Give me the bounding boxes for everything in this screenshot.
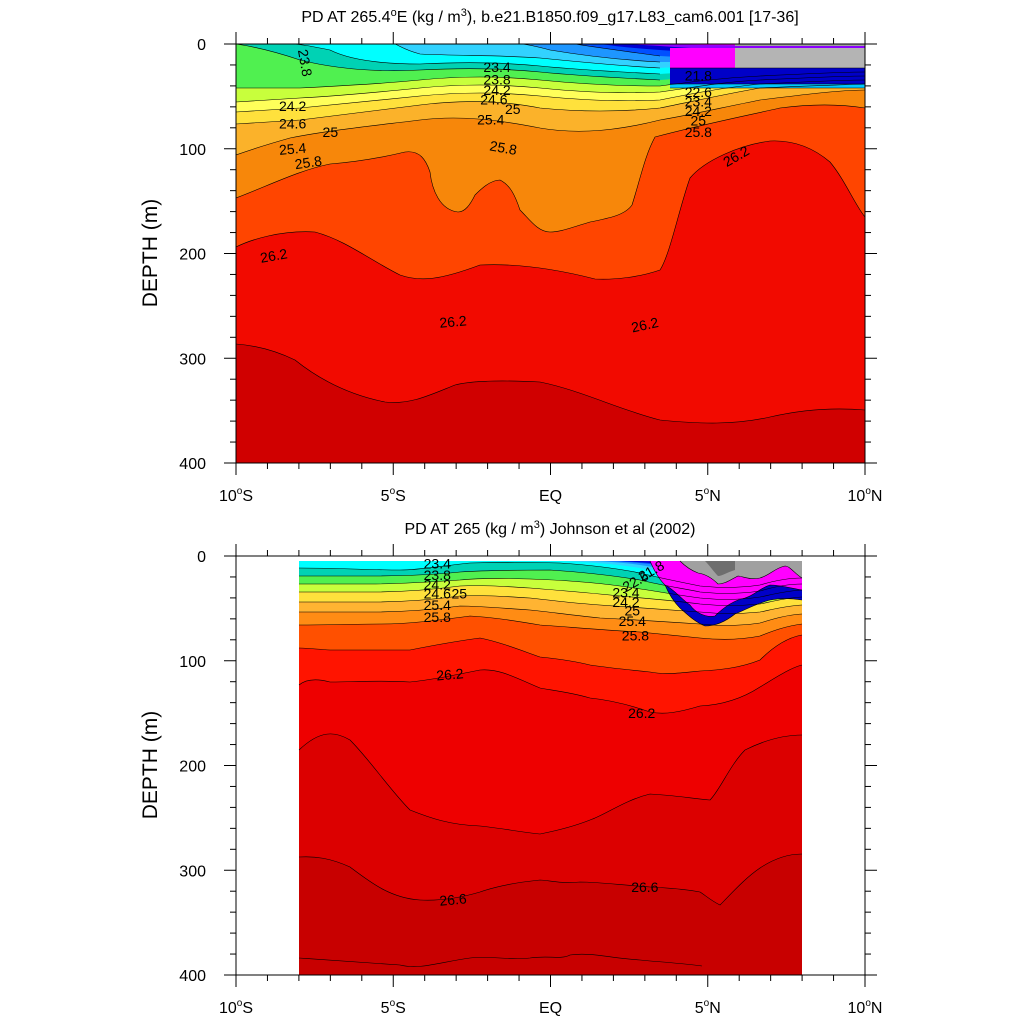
top-contour-lines bbox=[236, 44, 865, 424]
contour-label: 26.2 bbox=[439, 312, 468, 330]
band-blue-north bbox=[670, 68, 865, 84]
contour-label: 24.6 bbox=[424, 586, 451, 602]
top-panel-title: PD AT 265.4oE (kg / m3), b.e21.B1850.f09… bbox=[301, 7, 798, 26]
top-panel: PD AT 265.4oE (kg / m3), b.e21.B1850.f09… bbox=[139, 7, 882, 505]
contour-label: 24.6 bbox=[279, 116, 306, 132]
contour-label: 23.4 bbox=[612, 585, 639, 601]
bottom-contour-fill bbox=[298, 560, 803, 975]
bottom-y-axis-label: DEPTH (m) bbox=[139, 711, 162, 820]
x-tick-label: 5oN bbox=[695, 486, 721, 505]
contour-label: 23.4 bbox=[685, 94, 712, 110]
x-tick-label: 5oN bbox=[695, 998, 721, 1017]
y-tick-label: 0 bbox=[197, 549, 206, 566]
top-x-tick-labels: 10oS 5oS EQ 5oN 10oN bbox=[219, 486, 882, 505]
x-tick-label: 10oS bbox=[219, 998, 253, 1017]
contour-label: 26.6 bbox=[439, 890, 468, 908]
x-tick-label: EQ bbox=[539, 488, 562, 505]
contour-label: 23.8 bbox=[483, 72, 510, 88]
top-y-tick-labels: 0 100 200 300 400 bbox=[179, 37, 206, 473]
band-cyan-north bbox=[670, 84, 865, 88]
contour-label: 25.4 bbox=[619, 613, 646, 629]
contour-label: 24.2 bbox=[483, 82, 510, 98]
x-tick-label: 10oN bbox=[848, 486, 883, 505]
bottom-panel-title: PD AT 265 (kg / m3) Johnson et al (2002) bbox=[404, 519, 695, 538]
contour-label: 25 bbox=[691, 112, 707, 128]
contour-label: 25 bbox=[452, 586, 468, 602]
contour-label: 26.6 bbox=[631, 879, 658, 895]
bot-band-dark-grey-north bbox=[705, 561, 735, 576]
contour-label: 24.6 bbox=[480, 92, 507, 108]
contour-label: 25.4 bbox=[477, 111, 504, 127]
bottom-x-tick-labels: 10oS 5oS EQ 5oN 10oN bbox=[219, 998, 882, 1017]
contour-label: 24.2 bbox=[279, 98, 306, 114]
contour-label: 25 bbox=[624, 602, 640, 618]
contour-label: 25.8 bbox=[294, 153, 323, 173]
contour-label: 23.8 bbox=[424, 567, 451, 583]
contour-label: 25.4 bbox=[424, 597, 451, 613]
y-tick-label: 200 bbox=[179, 759, 206, 776]
contour-label: 23.4 bbox=[483, 59, 510, 75]
top-axis-ticks bbox=[224, 32, 877, 475]
bottom-y-tick-labels: 0 100 200 300 400 bbox=[179, 549, 206, 985]
contour-label: 24.2 bbox=[685, 103, 712, 119]
contour-label: 25 bbox=[323, 124, 339, 140]
contour-label: 25 bbox=[505, 101, 521, 117]
y-tick-label: 100 bbox=[179, 654, 206, 671]
contour-label: 24.2 bbox=[424, 576, 451, 592]
x-tick-label: 10oS bbox=[219, 486, 253, 505]
contour-label: 25.4 bbox=[278, 140, 307, 158]
x-tick-label: 5oS bbox=[381, 486, 406, 505]
y-tick-label: 100 bbox=[179, 142, 206, 159]
y-tick-label: 0 bbox=[197, 37, 206, 54]
contour-label: 22.6 bbox=[685, 84, 712, 100]
contour-label: 25.8 bbox=[622, 628, 649, 644]
y-tick-label: 300 bbox=[179, 351, 206, 368]
contour-label: 23.8 bbox=[295, 48, 316, 78]
contour-label: 26.2 bbox=[630, 314, 660, 335]
contour-label: 26.2 bbox=[436, 665, 465, 683]
contour-label: 25.8 bbox=[685, 124, 712, 140]
contour-label: 21.8 bbox=[685, 67, 712, 83]
y-tick-label: 200 bbox=[179, 247, 206, 264]
band-20-2-grey bbox=[735, 44, 865, 46]
contour-label: 26.2 bbox=[628, 705, 655, 721]
x-tick-label: 10oN bbox=[848, 998, 883, 1017]
bottom-axis-ticks bbox=[224, 544, 877, 987]
top-contour-labels: 23.8 23.423.824.224.62525.425.824.224.625… bbox=[259, 48, 752, 335]
top-contour-fill bbox=[236, 44, 865, 463]
bottom-contour-lines bbox=[298, 560, 803, 967]
y-tick-label: 300 bbox=[179, 863, 206, 880]
contour-label: 26.2 bbox=[259, 245, 289, 266]
y-tick-label: 400 bbox=[179, 968, 206, 985]
contour-label: 23.4 bbox=[424, 555, 451, 571]
x-tick-label: EQ bbox=[539, 1000, 562, 1017]
contour-label: 24.2 bbox=[612, 594, 639, 610]
bottom-contour-labels: 23.423.824.224.6 2525.425.821.822.623.424… bbox=[424, 555, 667, 908]
contour-label: 25.8 bbox=[489, 137, 519, 158]
bottom-panel: PD AT 265 (kg / m3) Johnson et al (2002) bbox=[139, 519, 882, 1017]
contour-label: 25.8 bbox=[424, 609, 451, 625]
x-tick-label: 5oS bbox=[381, 998, 406, 1017]
top-y-axis-label: DEPTH (m) bbox=[139, 199, 162, 308]
y-tick-label: 400 bbox=[179, 456, 206, 473]
band-grey-north bbox=[735, 48, 865, 68]
